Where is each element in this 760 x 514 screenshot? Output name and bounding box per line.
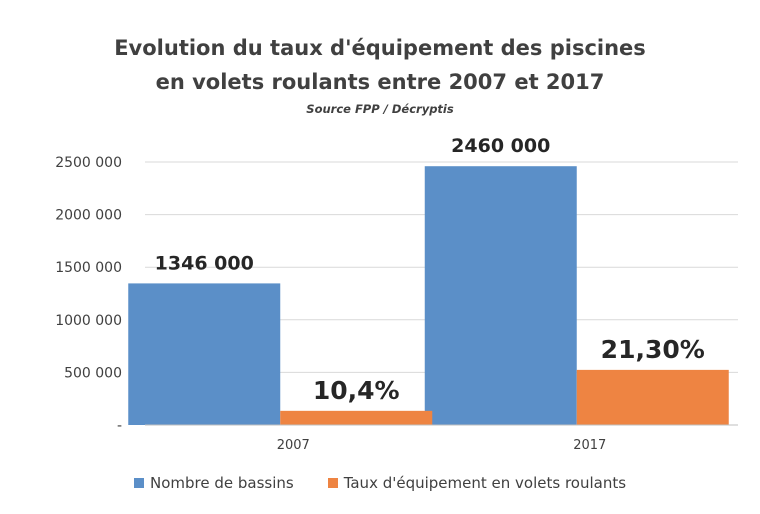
data-label-bassins: 1346 000 xyxy=(155,252,254,274)
legend-label-bassins: Nombre de bassins xyxy=(149,474,294,492)
y-tick-label: 2000 000 xyxy=(55,208,122,224)
legend: Nombre de bassins Taux d'équipement en v… xyxy=(0,474,760,492)
data-label-taux: 10,4% xyxy=(313,376,400,405)
y-tick-label: 1000 000 xyxy=(55,313,122,329)
y-tick-label: - xyxy=(117,418,122,434)
chart-title-line-2: en volets roulants entre 2007 et 2017 xyxy=(155,70,605,94)
y-tick-label: 500 000 xyxy=(64,365,122,381)
bar-taux-2007 xyxy=(280,410,433,425)
y-tick-label: 1500 000 xyxy=(55,260,122,276)
y-tick-label: 2500 000 xyxy=(55,155,122,171)
legend-swatch-bassins xyxy=(133,478,144,488)
bar-bassins-2007 xyxy=(128,283,281,425)
chart-title-line-1: Evolution du taux d'équipement des pisci… xyxy=(114,36,646,60)
x-tick-label: 2017 xyxy=(573,438,606,453)
legend-swatch-taux xyxy=(327,478,338,488)
legend-label-taux: Taux d'équipement en volets roulants xyxy=(343,474,627,492)
legend-item-taux: Taux d'équipement en volets roulants xyxy=(327,474,627,492)
bar-bassins-2017 xyxy=(424,166,577,425)
data-label-bassins: 2460 000 xyxy=(451,135,550,157)
legend-item-bassins: Nombre de bassins xyxy=(133,474,294,492)
x-tick-label: 2007 xyxy=(277,438,310,453)
chart-subtitle: Source FPP / Décryptis xyxy=(306,102,454,116)
bar-taux-2017 xyxy=(576,369,729,425)
data-label-taux: 21,30% xyxy=(601,335,705,364)
